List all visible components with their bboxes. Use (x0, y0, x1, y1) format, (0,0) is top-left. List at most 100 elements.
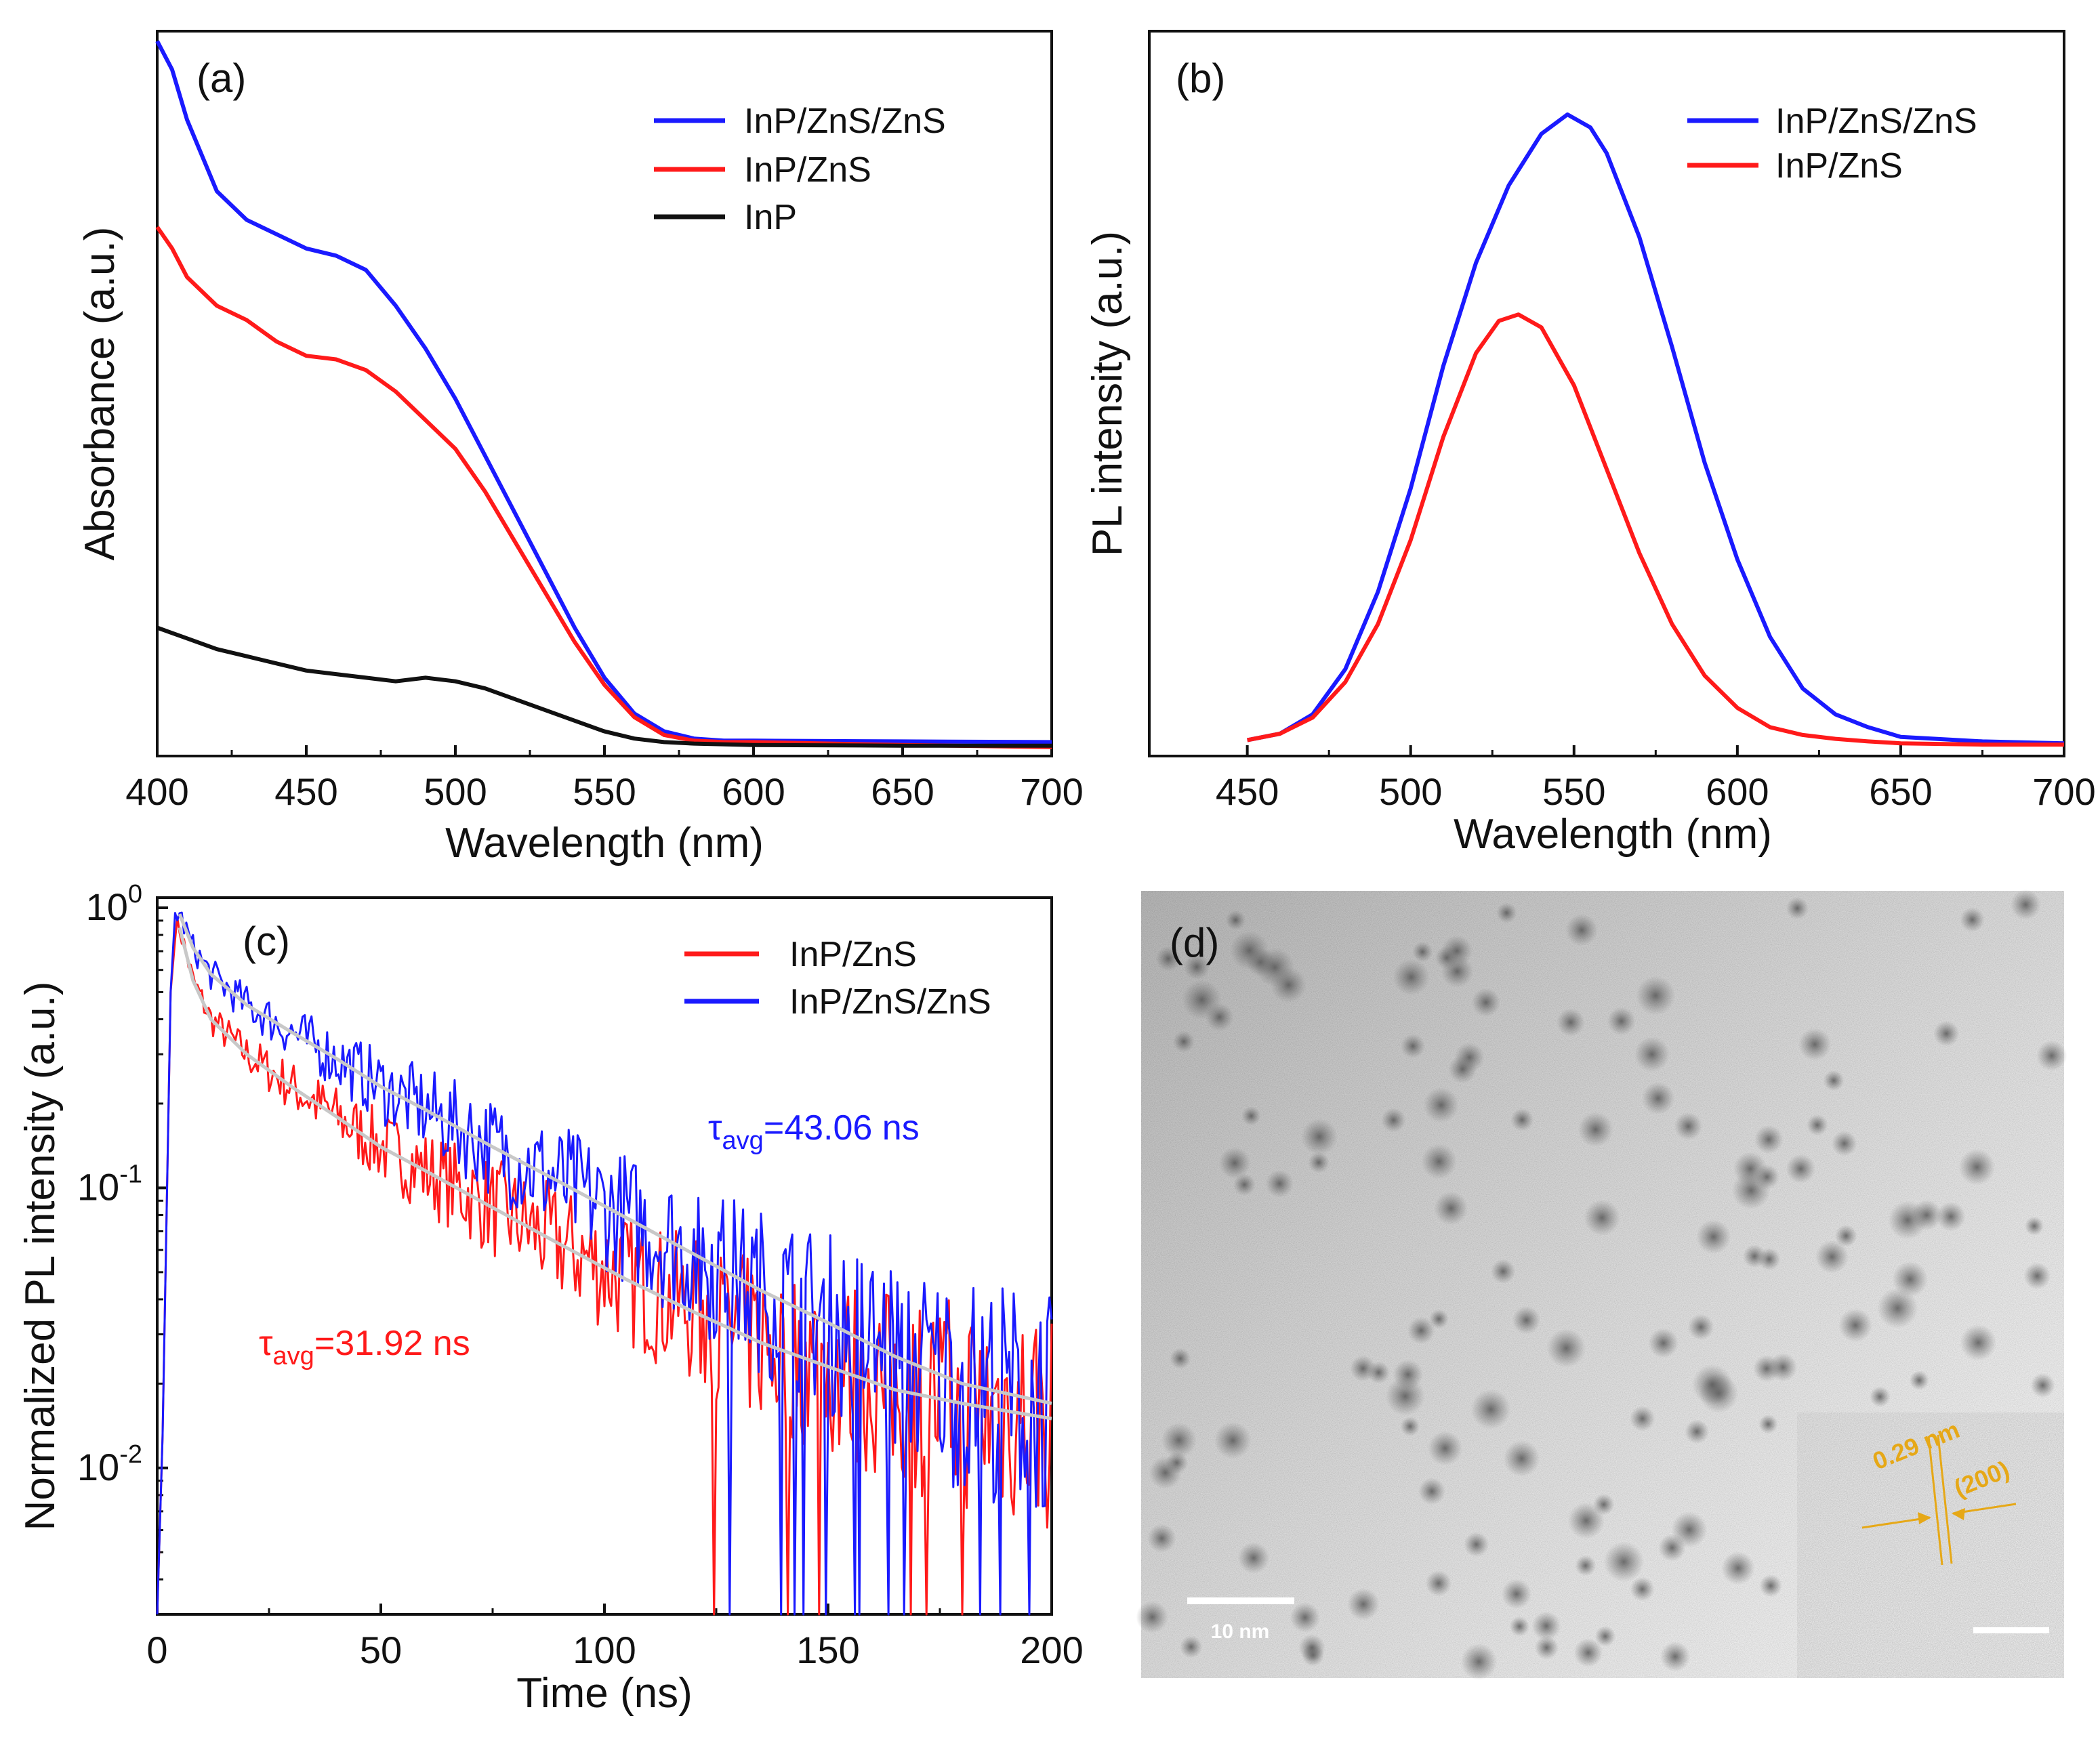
tem-particle (1172, 1030, 1195, 1053)
tem-particle (1531, 1611, 1561, 1641)
tem-particle (1470, 1389, 1511, 1429)
tem-particle (1786, 1154, 1816, 1184)
legend-label-inp-zns-zns: InP/ZnS/ZnS (744, 102, 946, 141)
tem-particle (1936, 1202, 1966, 1232)
tem-particle (1241, 1106, 1261, 1126)
tem-particle (2024, 1216, 2044, 1236)
tem-particle (1630, 1576, 1655, 1602)
panel-b-x-tick-label: 700 (2032, 770, 2095, 813)
tem-particle (1400, 1034, 1426, 1059)
panel-a-x-tick-label: 650 (871, 770, 934, 813)
panel-b: 450 500 550 600 650 700 (b) Wavelength (nm) P… (1084, 30, 2096, 858)
arrow-right-head (1952, 1508, 1965, 1520)
tem-particle (1298, 1634, 1325, 1661)
legend-label-b-inp-zns-zns: InP/ZnS/ZnS (1775, 102, 1977, 141)
lattice-fringe-1 (1927, 1436, 1943, 1566)
panel-a-series-line (155, 40, 1052, 745)
legend-label-inp: InP (744, 198, 797, 237)
tem-inset: 0.29 nm (200) (1796, 1411, 2065, 1679)
panel-c-lines (156, 911, 1053, 1616)
legend-label-c-inp-zns: InP/ZnS (789, 935, 917, 974)
tem-particle (1838, 1308, 1873, 1343)
panel-c-x-tick-label: 50 (360, 1629, 402, 1671)
tem-particle (1429, 1309, 1449, 1329)
tem-particle (1427, 1431, 1463, 1466)
panel-b-x-tick-label: 550 (1542, 770, 1605, 813)
panel-b-x-tick-label: 450 (1216, 770, 1279, 813)
tem-particle (1407, 1316, 1435, 1345)
panel-b-x-tick-label: 500 (1379, 770, 1442, 813)
tem-particle (1754, 1164, 1779, 1190)
panel-a-label: (a) (197, 56, 246, 101)
tem-particle (1205, 1003, 1234, 1032)
legend-label-c-inp-zns-zns: InP/ZnS/ZnS (789, 982, 991, 1022)
tem-particle (1265, 1169, 1294, 1198)
tem-particle (1634, 1037, 1670, 1072)
tem-particle (1546, 1328, 1586, 1368)
panel-c-x-tick-label: 150 (796, 1629, 859, 1671)
tem-particle (1869, 1386, 1891, 1408)
tem-particle (2030, 1373, 2055, 1398)
tem-particle (2010, 890, 2041, 920)
panel-c-y-tick-label: 10-2 (77, 1440, 142, 1488)
panel-a-y-axis-title: Absorbance (a.u.) (77, 227, 123, 561)
tem-particle (1147, 1524, 1176, 1553)
scale-bar-2nm (1973, 1627, 2049, 1633)
tem-particle (1769, 1353, 1798, 1382)
tem-particle (1510, 1108, 1534, 1131)
panel-c-x-axis-title: Time (ns) (516, 1670, 692, 1717)
panel-b-legend: InP/ZnS/ZnS InP/ZnS (1687, 102, 1977, 186)
panel-a-x-tick-label: 450 (274, 770, 337, 813)
tem-particle (1687, 1314, 1714, 1341)
tem-particle (1501, 1578, 1532, 1610)
panel-a-legend: InP/ZnS/ZnS InP/ZnS InP (654, 102, 946, 237)
tem-particle (1607, 1007, 1636, 1036)
tem-particle (1225, 910, 1246, 930)
panel-c-fit-curve (178, 927, 1052, 1421)
tem-particle (1170, 1347, 1191, 1369)
tem-particle (1441, 935, 1473, 967)
panel-b-x-ticks: 450 500 550 600 650 700 (1216, 745, 2096, 813)
tem-particle (1557, 1008, 1585, 1037)
tem-particle (1400, 1417, 1420, 1437)
tem-particle (1301, 1118, 1338, 1155)
tem-particle (1831, 1131, 1857, 1156)
tem-particle (1565, 913, 1599, 946)
tem-particle (1421, 1144, 1457, 1179)
tem-particle (1491, 1259, 1516, 1284)
tem-particle (1136, 1601, 1169, 1633)
panel-c-label: (c) (243, 919, 290, 964)
panel-a-x-ticks: 400 450 500 550 600 650 700 (125, 745, 1084, 813)
tem-particle (1958, 1148, 1996, 1186)
tem-particle (1534, 1635, 1559, 1660)
panel-b-lines (1247, 112, 2065, 747)
tem-particle (1933, 1020, 1960, 1047)
panel-a-series-line (155, 226, 1052, 749)
panel-c-decay-trace (156, 911, 1053, 1616)
tem-particle (1460, 1643, 1498, 1680)
panel-c-decay-trace (156, 916, 1053, 1616)
tem-particle (1754, 1125, 1784, 1154)
panel-b-series-line (1247, 312, 2064, 747)
tem-particle (1183, 953, 1210, 980)
tem-particle (1496, 902, 1517, 923)
panel-a-x-tick-label: 700 (1020, 770, 1083, 813)
tem-particle (1448, 1055, 1477, 1084)
panel-b-x-axis-title: Wavelength (nm) (1454, 811, 1772, 858)
tem-particle (1758, 1415, 1778, 1434)
tem-particle (1674, 1112, 1703, 1141)
panel-b-y-axis-title: PL intensity (a.u.) (1084, 231, 1131, 556)
tem-particle (2023, 1262, 2051, 1290)
tem-particle (1512, 1305, 1541, 1335)
tem-particle (1798, 1028, 1832, 1061)
tem-particle (1237, 1542, 1270, 1574)
tem-particle (1584, 1199, 1620, 1236)
tem-particle (1594, 1625, 1616, 1647)
panel-c: 0 50 100 150 200 100 10-1 10-2 (c) Time (ns) No… (17, 880, 1084, 1717)
panel-c-x-tick-label: 0 (146, 1629, 167, 1671)
tem-particle (1393, 959, 1430, 996)
tem-particle (1911, 1199, 1942, 1231)
tem-particle (2036, 1040, 2067, 1071)
panel-c-ticks: 0 50 100 150 200 100 10-1 10-2 (77, 880, 1084, 1671)
